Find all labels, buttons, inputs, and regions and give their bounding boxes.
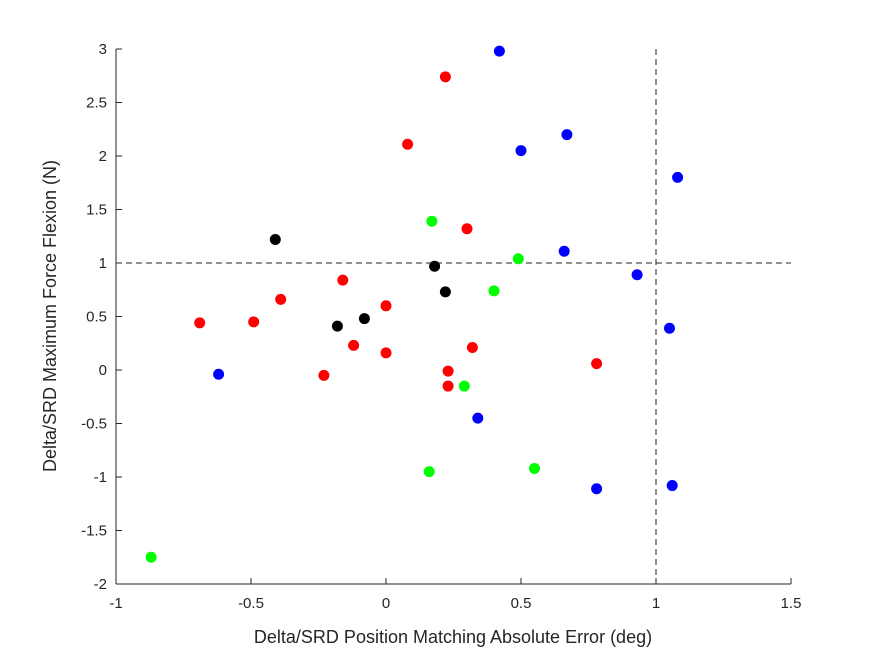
data-point xyxy=(442,380,454,392)
data-point xyxy=(591,358,603,370)
data-point xyxy=(458,380,470,392)
reference-lines xyxy=(116,49,791,584)
x-ticks: -1 -0.5 0 0.5 1 1.5 xyxy=(109,578,801,612)
data-point xyxy=(466,342,478,354)
data-point xyxy=(664,322,675,334)
data-point xyxy=(429,260,441,272)
data-point xyxy=(423,466,435,478)
data-point xyxy=(337,274,349,286)
data-point xyxy=(672,171,684,183)
data-point xyxy=(248,316,260,328)
data-point xyxy=(561,129,573,141)
data-point xyxy=(512,253,524,265)
y-tick-label: 3 xyxy=(99,41,107,58)
series-3 xyxy=(269,233,451,332)
data-point xyxy=(442,365,454,377)
data-point xyxy=(380,347,392,359)
y-tick-label: -1.5 xyxy=(81,523,107,540)
y-axis-label: Delta/SRD Maximum Force Flexion (N) xyxy=(40,160,60,472)
data-point xyxy=(145,551,157,563)
y-tick-label: 2 xyxy=(99,148,107,165)
data-point xyxy=(558,245,570,257)
axes xyxy=(115,49,791,585)
series-1 xyxy=(194,71,603,392)
data-point xyxy=(439,71,451,83)
data-point xyxy=(461,223,473,235)
y-tick-label: 2.5 xyxy=(86,95,107,112)
data-point xyxy=(331,320,343,332)
x-tick-label: 1.5 xyxy=(781,595,802,612)
data-point xyxy=(380,300,392,312)
x-tick-label: -1 xyxy=(109,595,122,612)
data-point xyxy=(358,313,370,325)
data-points xyxy=(145,45,684,563)
y-tick-label: 0.5 xyxy=(86,309,107,326)
y-tick-label: -0.5 xyxy=(81,416,107,433)
y-tick-label: 1.5 xyxy=(86,202,107,219)
data-point xyxy=(426,215,438,227)
data-point xyxy=(591,483,603,495)
data-point xyxy=(402,138,414,150)
data-point xyxy=(472,412,484,424)
x-tick-label: 0.5 xyxy=(511,595,532,612)
series-0 xyxy=(213,45,684,495)
data-point xyxy=(488,285,500,297)
x-tick-label: 1 xyxy=(652,595,660,612)
y-tick-label: -1 xyxy=(94,469,107,486)
y-ticks: -2 -1.5 -1 -0.5 0 0.5 1 1.5 2 2.5 3 xyxy=(81,41,122,593)
data-point xyxy=(439,286,451,298)
data-point xyxy=(269,233,281,245)
data-point xyxy=(348,339,360,351)
data-point xyxy=(631,269,643,281)
data-point xyxy=(275,293,287,305)
y-tick-label: 0 xyxy=(99,362,107,379)
data-point xyxy=(515,145,527,157)
x-axis-label: Delta/SRD Position Matching Absolute Err… xyxy=(254,627,652,647)
data-point xyxy=(666,480,678,492)
data-point xyxy=(194,317,206,329)
y-tick-label: -2 xyxy=(94,576,107,593)
series-2 xyxy=(145,215,540,563)
x-tick-label: 0 xyxy=(382,595,390,612)
data-point xyxy=(529,462,540,474)
x-tick-label: -0.5 xyxy=(238,595,264,612)
data-point xyxy=(213,368,225,380)
data-point xyxy=(493,45,505,57)
data-point xyxy=(318,369,330,381)
y-tick-label: 1 xyxy=(99,255,107,272)
plot-area-frame xyxy=(116,49,791,584)
